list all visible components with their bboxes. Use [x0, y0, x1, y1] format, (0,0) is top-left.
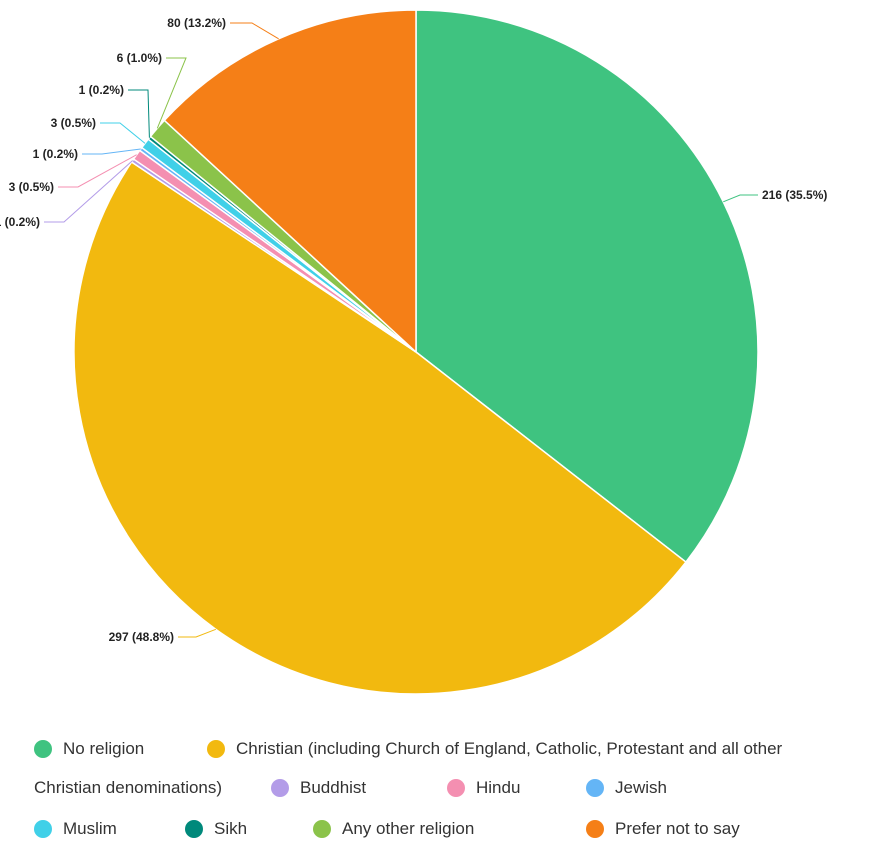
legend-item-buddhist[interactable]: Buddhist	[271, 775, 366, 801]
leader-line-christian	[178, 628, 217, 638]
legend-label-christian: Christian (including Church of England, …	[236, 739, 783, 758]
legend-label-christian-wrap: Christian denominations)	[34, 778, 223, 797]
leader-line-hindu	[58, 154, 137, 188]
legend-swatch-muslim	[34, 820, 52, 838]
legend-item-sikh[interactable]: Sikh	[185, 816, 247, 842]
slice-label-hindu: 3 (0.5%)	[9, 180, 54, 194]
leader-line-no-religion	[723, 194, 758, 203]
slice-label-any-other-religion: 6 (1.0%)	[117, 51, 162, 65]
pie-slice-prefer-not-to-say[interactable]	[163, 9, 417, 354]
leader-line-buddhist	[44, 160, 133, 223]
legend-label-no-religion: No religion	[63, 739, 145, 758]
legend-label-sikh: Sikh	[214, 819, 248, 838]
legend-item-prefer-not-to-say[interactable]: Prefer not to say	[586, 816, 740, 842]
leader-line-muslim	[100, 122, 146, 144]
legend-swatch-no-religion	[34, 740, 52, 758]
leader-lines	[44, 22, 758, 638]
slice-labels: 216 (35.5%) 297 (48.8%) 1 (0.2%) 3 (0.5%) 1 …	[0, 16, 827, 644]
slice-label-prefer-not-to-say: 80 (13.2%)	[167, 16, 226, 30]
legend-item-no-religion[interactable]: No religion	[34, 736, 144, 762]
slice-label-buddhist: 1 (0.2%)	[0, 215, 40, 229]
legend-swatch-prefer-not-to-say	[586, 820, 604, 838]
legend-label-jewish: Jewish	[615, 778, 667, 797]
slice-label-christian: 297 (48.8%)	[109, 630, 174, 644]
pie-slice-christian[interactable]	[73, 160, 687, 695]
leader-line-jewish	[82, 148, 141, 155]
legend-swatch-buddhist	[271, 779, 289, 797]
pie-chart: 216 (35.5%) 297 (48.8%) 1 (0.2%) 3 (0.5%) 1 …	[0, 9, 827, 695]
legend-label-prefer-not-to-say: Prefer not to say	[615, 819, 740, 838]
legend-item-muslim[interactable]: Muslim	[34, 816, 117, 842]
legend-swatch-sikh	[185, 820, 203, 838]
legend-swatch-any-other-religion	[313, 820, 331, 838]
leader-line-sikh	[128, 89, 150, 138]
legend-label-muslim: Muslim	[63, 819, 117, 838]
legend: No religion Christian (including Church …	[0, 728, 888, 846]
leader-line-prefer-not-to-say	[230, 22, 279, 40]
legend-swatch-christian	[207, 740, 225, 758]
legend-label-hindu: Hindu	[476, 778, 521, 797]
pie-slices	[73, 9, 759, 695]
legend-swatch-jewish	[586, 779, 604, 797]
slice-label-jewish: 1 (0.2%)	[33, 147, 78, 161]
legend-item-jewish[interactable]: Jewish	[586, 775, 667, 801]
legend-label-buddhist: Buddhist	[300, 778, 367, 797]
legend-item-christian[interactable]: Christian (including Church of England, …	[207, 736, 782, 762]
legend-item-any-other-religion[interactable]: Any other religion	[313, 816, 474, 842]
legend-swatch-hindu	[447, 779, 465, 797]
slice-label-muslim: 3 (0.5%)	[51, 116, 96, 130]
legend-item-hindu[interactable]: Hindu	[447, 775, 520, 801]
leader-line-any-other-religion	[156, 57, 187, 129]
legend-label-christian-continued: Christian denominations)	[34, 775, 222, 801]
slice-label-sikh: 1 (0.2%)	[79, 83, 124, 97]
legend-label-any-other-religion: Any other religion	[342, 819, 475, 838]
slice-label-no-religion: 216 (35.5%)	[762, 188, 827, 202]
